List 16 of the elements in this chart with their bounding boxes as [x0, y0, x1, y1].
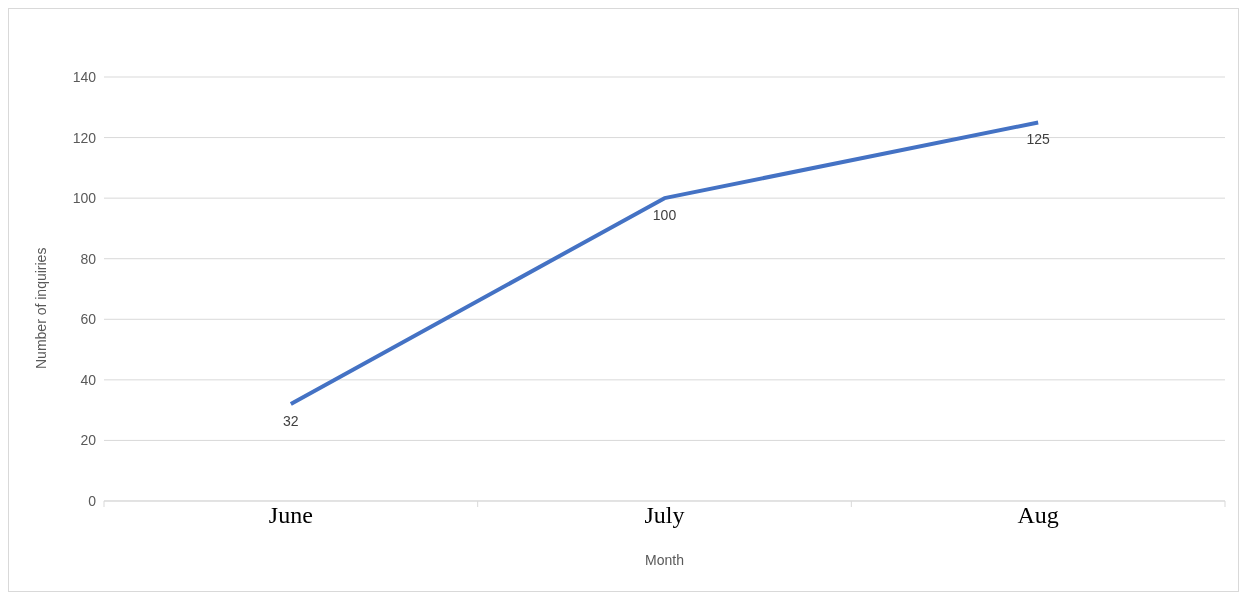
- y-tick-label: 80: [80, 250, 97, 267]
- y-tick-label: 120: [72, 129, 97, 146]
- y-tick-label: 100: [72, 190, 97, 207]
- data-label: 32: [283, 413, 299, 430]
- x-tick-label: July: [644, 502, 685, 528]
- data-label: 100: [652, 207, 677, 224]
- y-tick-label: 60: [80, 311, 97, 328]
- x-axis-title: Month: [645, 552, 684, 568]
- y-tick-label: 140: [72, 68, 97, 85]
- y-tick-label: 20: [80, 432, 97, 449]
- y-tick-label: 0: [88, 492, 97, 509]
- y-axis-title: Number of inquiries: [32, 247, 49, 369]
- x-tick-label: Aug: [1017, 502, 1059, 528]
- data-label: 125: [1026, 131, 1051, 148]
- x-tick-label: June: [268, 502, 313, 528]
- y-tick-label: 40: [80, 371, 97, 388]
